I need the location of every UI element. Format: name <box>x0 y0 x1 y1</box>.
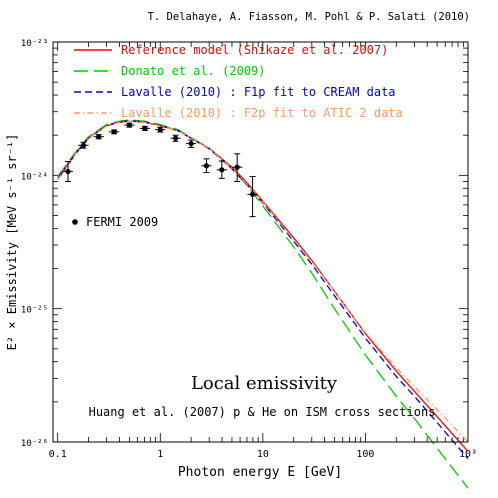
fermi-point <box>65 168 71 175</box>
y-tick-label: 10⁻²⁶ <box>21 439 48 449</box>
fermi-point <box>111 129 117 135</box>
legend: Reference model (Shikaze et al. 2007) Don… <box>72 43 403 229</box>
y-tick-label: 10⁻²⁵ <box>21 306 48 316</box>
fermi-point <box>234 164 240 170</box>
fermi-point <box>219 167 225 173</box>
x-tick-label: 10³ <box>459 449 477 460</box>
x-tick-label: 10 <box>257 449 269 460</box>
x-tick-label: 100 <box>356 449 374 460</box>
series-line-3 <box>57 120 469 460</box>
x-axis-label: Photon energy E [GeV] <box>178 465 342 480</box>
series-lines <box>57 119 469 489</box>
legend-label-2: Donato et al. (2009) <box>121 64 266 78</box>
fermi-point <box>249 191 256 197</box>
fermi-point <box>203 163 210 169</box>
series-line-2 <box>57 119 469 489</box>
annotation-subtitle: Huang et al. (2007) p & He on ISM cross … <box>89 405 436 419</box>
y-tick-label: 10⁻²³ <box>21 39 48 49</box>
plot-frame <box>52 41 469 443</box>
fermi-point <box>172 135 179 141</box>
fermi-point <box>188 140 194 147</box>
y-tick-label: 10⁻²⁴ <box>21 172 48 182</box>
axes: 0.1 1 10 100 10³ 10⁻²⁶ 10⁻²⁵ 10⁻²⁴ 10⁻²³ <box>21 39 477 460</box>
legend-label-3: Lavalle (2010) : F1p fit to CREAM data <box>121 85 396 99</box>
x-tick-label: 0.1 <box>49 449 67 460</box>
fermi-legend-label: FERMI 2009 <box>86 215 158 229</box>
fermi-point <box>96 134 102 140</box>
legend-label-4: Lavalle (2010) : F2p fit to ATIC 2 data <box>121 106 403 120</box>
fermi-point <box>157 127 163 133</box>
series-line-4 <box>57 120 469 443</box>
annotation-title: Local emissivity <box>191 373 338 394</box>
fermi-point <box>126 122 132 128</box>
x-tick-label: 1 <box>157 449 163 460</box>
y-axis-label: E² × Emissivity [MeV s⁻¹ sr⁻¹] <box>5 134 19 351</box>
fermi-data-points <box>62 122 258 218</box>
fermi-point <box>142 125 148 131</box>
credit-text: T. Delahaye, A. Fiasson, M. Pohl & P. Sa… <box>148 11 470 23</box>
legend-label-1: Reference model (Shikaze et al. 2007) <box>121 43 388 57</box>
fermi-legend-marker <box>72 219 78 225</box>
fermi-point <box>80 142 86 148</box>
